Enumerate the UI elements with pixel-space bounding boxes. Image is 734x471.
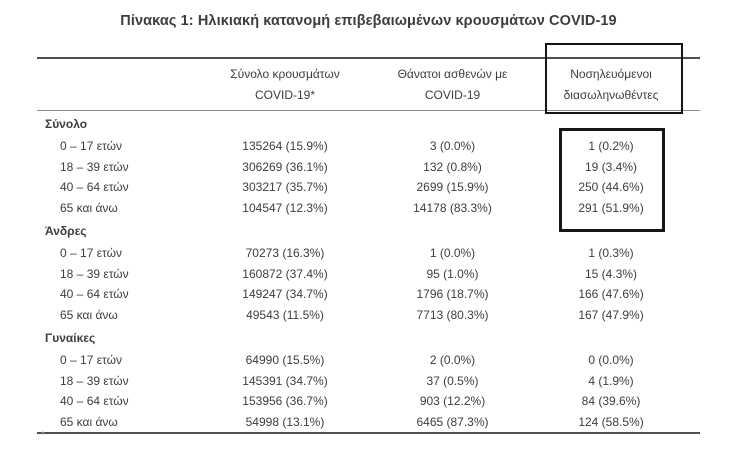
deaths-value: 2699 (15.9%) xyxy=(416,180,489,195)
column-header-intubated-line2: διασωληνωθέντες xyxy=(563,87,659,102)
intubated-value: 15 (4.3%) xyxy=(584,266,638,281)
intubated-value: 167 (47.9%) xyxy=(578,307,644,322)
section-header-total: Σύνολο xyxy=(37,111,700,136)
column-header-intubated: Νοσηλευόμενοι διασωληνωθέντες xyxy=(522,59,700,110)
intubated-value: 0 (0.0%) xyxy=(588,353,634,368)
table-row: 0 – 17 ετών 70273 (16.3%) 1 (0.0%) 1 (0.… xyxy=(37,243,700,264)
age-label: 18 – 39 ετών xyxy=(60,373,129,388)
table-row: 65 και άνω 104547 (12.3%) 14178 (83.3%) … xyxy=(37,198,700,219)
intubated-value: 19 (3.4%) xyxy=(584,159,638,174)
cases-value: 149247 (34.7%) xyxy=(242,287,328,302)
deaths-value: 903 (12.2%) xyxy=(419,394,486,409)
column-header-cases: Σύνολο κρουσμάτων COVID-19* xyxy=(187,59,383,110)
cases-value: 160872 (37.4%) xyxy=(242,266,328,281)
age-label: 18 – 39 ετών xyxy=(60,266,129,281)
deaths-value: 14178 (83.3%) xyxy=(413,200,492,215)
table-row: 18 – 39 ετών 306269 (36.1%) 132 (0.8%) 1… xyxy=(37,157,700,178)
age-label: 40 – 64 ετών xyxy=(60,287,129,302)
age-label: 18 – 39 ετών xyxy=(60,159,129,174)
table-row: 65 και άνω 54998 (13.1%) 6465 (87.3%) 12… xyxy=(37,412,700,433)
age-label: 0 – 17 ετών xyxy=(60,353,122,368)
cases-value: 64990 (15.5%) xyxy=(245,353,325,368)
intubated-value: 1 (0.3%) xyxy=(588,246,634,261)
cases-value: 303217 (35.7%) xyxy=(242,180,328,195)
section-header-men: Άνδρες xyxy=(37,218,700,243)
intubated-value: 250 (44.6%) xyxy=(578,180,644,195)
cases-value: 145391 (34.7%) xyxy=(242,373,328,388)
intubated-value: 291 (51.9%) xyxy=(578,200,644,215)
age-label: 0 – 17 ετών xyxy=(60,139,122,154)
deaths-value: 37 (0.5%) xyxy=(426,373,479,388)
section-label: Σύνολο xyxy=(45,116,88,131)
column-header-intubated-line1: Νοσηλευόμενοι xyxy=(570,66,652,81)
deaths-value: 132 (0.8%) xyxy=(423,159,482,174)
table-row: 18 – 39 ετών 160872 (37.4%) 95 (1.0%) 15… xyxy=(37,264,700,285)
cases-value: 54998 (13.1%) xyxy=(245,414,325,429)
highlight-box-intubated-header xyxy=(545,43,683,114)
covid-age-table: Σύνολο κρουσμάτων COVID-19* Θάνατοι ασθε… xyxy=(37,57,700,434)
table-title: Πίνακας 1: Ηλικιακή κατανομή επιβεβαιωμέ… xyxy=(120,13,617,29)
deaths-value: 2 (0.0%) xyxy=(429,353,476,368)
footnote-asterisk: * xyxy=(41,430,45,441)
age-label: 65 και άνω xyxy=(60,307,118,322)
cases-value: 70273 (16.3%) xyxy=(245,246,325,261)
deaths-value: 6465 (87.3%) xyxy=(416,414,489,429)
deaths-value: 3 (0.0%) xyxy=(429,139,476,154)
column-header-deaths-line1: Θάνατοι ασθενών με xyxy=(397,66,508,81)
table-row: 0 – 17 ετών 135264 (15.9%) 3 (0.0%) 1 (0… xyxy=(37,136,700,157)
deaths-value: 1 (0.0%) xyxy=(429,246,476,261)
age-label: 0 – 17 ετών xyxy=(60,246,122,261)
age-label: 65 και άνω xyxy=(60,414,118,429)
table-row: 40 – 64 ετών 303217 (35.7%) 2699 (15.9%)… xyxy=(37,177,700,198)
table-row: 40 – 64 ετών 149247 (34.7%) 1796 (18.7%)… xyxy=(37,284,700,305)
cases-value: 153956 (36.7%) xyxy=(242,394,328,409)
deaths-value: 95 (1.0%) xyxy=(426,266,479,281)
table-header-row: Σύνολο κρουσμάτων COVID-19* Θάνατοι ασθε… xyxy=(37,59,700,111)
age-label: 40 – 64 ετών xyxy=(60,180,129,195)
intubated-value: 124 (58.5%) xyxy=(578,414,644,429)
cases-value: 135264 (15.9%) xyxy=(242,139,328,154)
table-row: 40 – 64 ετών 153956 (36.7%) 903 (12.2%) … xyxy=(37,391,700,412)
column-header-deaths-line2: COVID-19 xyxy=(424,87,481,102)
intubated-value: 166 (47.6%) xyxy=(578,287,644,302)
age-label: 40 – 64 ετών xyxy=(60,394,129,409)
intubated-value: 4 (1.9%) xyxy=(588,373,634,388)
highlight-box-total-intubated-values xyxy=(559,128,665,232)
deaths-value: 7713 (80.3%) xyxy=(416,307,489,322)
table-row: 0 – 17 ετών 64990 (15.5%) 2 (0.0%) 0 (0.… xyxy=(37,350,700,371)
column-header-deaths: Θάνατοι ασθενών με COVID-19 xyxy=(383,59,522,110)
section-header-women: Γυναίκες xyxy=(37,325,700,350)
section-label: Άνδρες xyxy=(45,223,87,238)
column-header-empty xyxy=(37,59,187,110)
cases-value: 306269 (36.1%) xyxy=(242,159,328,174)
age-label: 65 και άνω xyxy=(60,200,118,215)
cases-value: 104547 (12.3%) xyxy=(242,200,328,215)
section-label: Γυναίκες xyxy=(45,330,96,345)
intubated-value: 84 (39.6%) xyxy=(581,394,641,409)
table-row: 65 και άνω 49543 (11.5%) 7713 (80.3%) 16… xyxy=(37,305,700,326)
intubated-value: 1 (0.2%) xyxy=(588,139,634,154)
deaths-value: 1796 (18.7%) xyxy=(416,287,489,302)
column-header-cases-line1: Σύνολο κρουσμάτων xyxy=(230,66,340,81)
column-header-cases-line2: COVID-19* xyxy=(254,87,316,102)
table-row: 18 – 39 ετών 145391 (34.7%) 37 (0.5%) 4 … xyxy=(37,371,700,392)
cases-value: 49543 (11.5%) xyxy=(246,307,324,322)
